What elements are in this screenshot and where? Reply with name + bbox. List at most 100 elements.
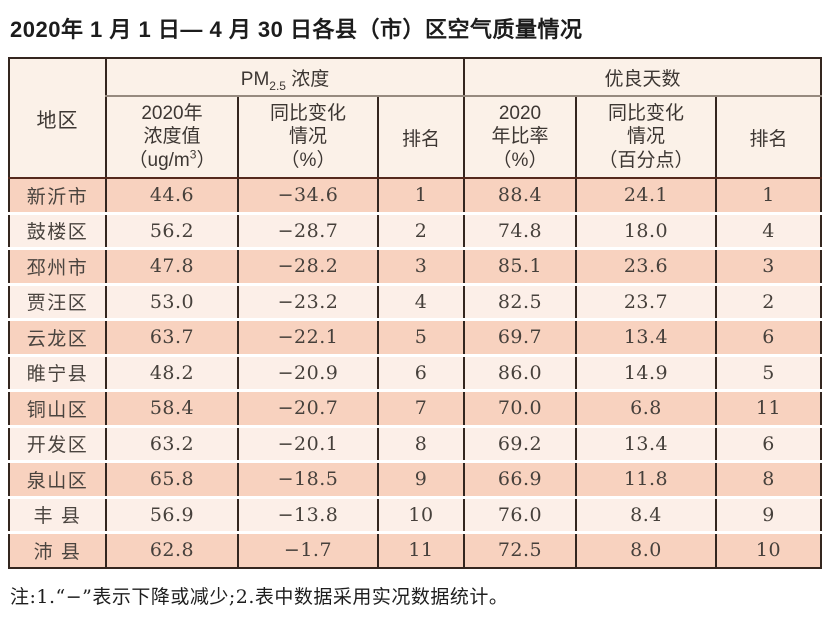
cell-good-rate-change: 24.1	[575, 178, 716, 215]
header-line: （百分点）	[598, 149, 694, 171]
cell-good-rate-rank: 4	[714, 213, 822, 250]
unit-superscript: 3	[189, 147, 197, 162]
header-line: 2020	[498, 103, 542, 125]
cell-good-rate-rank: 3	[714, 248, 822, 286]
table-row: 泉山区 65.8 −18.5 9 66.9 11.8 8	[9, 461, 822, 499]
cell-good-rate-change: 18.0	[575, 213, 716, 250]
cell-pm-rank: 4	[377, 284, 464, 321]
header-group-pm25: PM2.5 浓度	[105, 58, 464, 97]
cell-region: 贾汪区	[9, 284, 106, 321]
header-region: 地区	[9, 58, 106, 179]
cell-good-rate-change: 8.0	[575, 532, 716, 568]
cell-good-rate: 88.4	[463, 178, 576, 215]
header-line: （ug/m3）	[107, 147, 237, 172]
cell-good-rate-rank: 5	[714, 355, 822, 392]
cell-pm-rank: 9	[377, 461, 464, 499]
header-good-rank: 排名	[714, 96, 822, 179]
cell-pm-change: −34.6	[237, 178, 378, 215]
cell-pm-rank: 6	[377, 355, 464, 392]
table-row: 鼓楼区 56.2 −28.7 2 74.8 18.0 4	[9, 213, 822, 250]
cell-pm-change: −28.2	[237, 248, 378, 286]
header-line: 同比变化	[607, 103, 684, 125]
table-row: 云龙区 63.7 −22.1 5 69.7 13.4 6	[9, 319, 822, 357]
cell-region: 云龙区	[9, 319, 106, 357]
cell-region: 开发区	[9, 426, 106, 463]
cell-good-rate: 86.0	[463, 355, 576, 392]
cell-pm-value: 56.9	[105, 497, 238, 534]
cell-good-rate-rank: 10	[714, 532, 822, 568]
cell-region: 新沂市	[9, 178, 106, 215]
cell-good-rate-rank: 9	[714, 497, 822, 534]
header-line: 情况	[288, 126, 327, 148]
unit-text: （ug/m	[128, 149, 190, 171]
table-header: 地区 PM2.5 浓度 优良天数 2020年 浓度值 （ug/m3） 同比变化 …	[9, 58, 822, 179]
cell-pm-change: −20.9	[237, 355, 378, 392]
cell-pm-rank: 10	[377, 497, 464, 534]
page-title: 2020年 1 月 1 日— 4 月 30 日各县（市）区空气质量情况	[10, 17, 583, 42]
table-row: 丰 县 56.9 −13.8 10 76.0 8.4 9	[9, 497, 822, 534]
cell-good-rate-change: 13.4	[575, 426, 716, 463]
cell-good-rate: 82.5	[463, 284, 576, 321]
cell-pm-change: −1.7	[237, 532, 378, 568]
header-line: 浓度值	[143, 126, 201, 148]
cell-pm-value: 48.2	[105, 355, 238, 392]
cell-pm-value: 53.0	[105, 284, 238, 321]
cell-good-rate: 85.1	[463, 248, 576, 286]
cell-region: 沛 县	[9, 532, 106, 568]
cell-pm-rank: 2	[377, 213, 464, 250]
cell-good-rate: 69.2	[463, 426, 576, 463]
cell-good-rate: 74.8	[463, 213, 576, 250]
table-body: 新沂市 44.6 −34.6 1 88.4 24.1 1 鼓楼区 56.2 −28.7 2 74.8 1…	[9, 178, 822, 568]
air-quality-table: 地区 PM2.5 浓度 优良天数 2020年 浓度值 （ug/m3） 同比变化 …	[8, 57, 823, 569]
cell-pm-value: 56.2	[105, 213, 238, 250]
footnote: 注:1.“−”表示下降或减少;2.表中数据采用实况数据统计。	[10, 585, 509, 608]
cell-pm-value: 47.8	[105, 248, 238, 286]
cell-good-rate-change: 23.6	[575, 248, 716, 286]
cell-good-rate: 76.0	[463, 497, 576, 534]
cell-pm-rank: 1	[377, 178, 464, 215]
header-line: （%）	[280, 149, 336, 171]
cell-good-rate-change: 8.4	[575, 497, 716, 534]
header-line: （%）	[492, 149, 548, 171]
cell-good-rate: 66.9	[463, 461, 576, 499]
header-good-rate: 2020 年比率 （%）	[463, 96, 576, 179]
cell-region: 鼓楼区	[9, 213, 106, 250]
cell-good-rate: 69.7	[463, 319, 576, 357]
cell-region: 邳州市	[9, 248, 106, 286]
cell-pm-rank: 3	[377, 248, 464, 286]
cell-good-rate-rank: 2	[714, 284, 822, 321]
table-row: 开发区 63.2 −20.1 8 69.2 13.4 6	[9, 426, 822, 463]
cell-pm-value: 63.2	[105, 426, 238, 463]
cell-pm-value: 44.6	[105, 178, 238, 215]
cell-pm-value: 62.8	[105, 532, 238, 568]
cell-pm-rank: 5	[377, 319, 464, 357]
cell-pm-value: 58.4	[105, 390, 238, 428]
cell-region: 睢宁县	[9, 355, 106, 392]
cell-good-rate: 70.0	[463, 390, 576, 428]
cell-pm-change: −20.7	[237, 390, 378, 428]
header-group-row: 地区 PM2.5 浓度 优良天数	[9, 58, 822, 179]
cell-pm-rank: 7	[377, 390, 464, 428]
pm-subscript: 2.5	[269, 78, 286, 93]
header-good-change: 同比变化 情况 （百分点）	[575, 96, 716, 179]
unit-close: ）	[196, 149, 216, 171]
cell-pm-value: 63.7	[105, 319, 238, 357]
cell-region: 铜山区	[9, 390, 106, 428]
cell-pm-change: −18.5	[237, 461, 378, 499]
cell-good-rate: 72.5	[463, 532, 576, 568]
table-row: 铜山区 58.4 −20.7 7 70.0 6.8 11	[9, 390, 822, 428]
header-line: 同比变化	[269, 103, 346, 125]
cell-pm-rank: 11	[377, 532, 464, 568]
cell-pm-change: −20.1	[237, 426, 378, 463]
header-pm-rank: 排名	[377, 96, 464, 179]
cell-good-rate-change: 14.9	[575, 355, 716, 392]
cell-good-rate-change: 11.8	[575, 461, 716, 499]
cell-pm-change: −13.8	[237, 497, 378, 534]
cell-pm-value: 65.8	[105, 461, 238, 499]
header-line: 情况	[626, 126, 665, 148]
cell-good-rate-rank: 1	[714, 178, 822, 215]
cell-region: 丰 县	[9, 497, 106, 534]
header-group-good-days: 优良天数	[462, 58, 822, 97]
header-pm-value: 2020年 浓度值 （ug/m3）	[105, 96, 238, 179]
